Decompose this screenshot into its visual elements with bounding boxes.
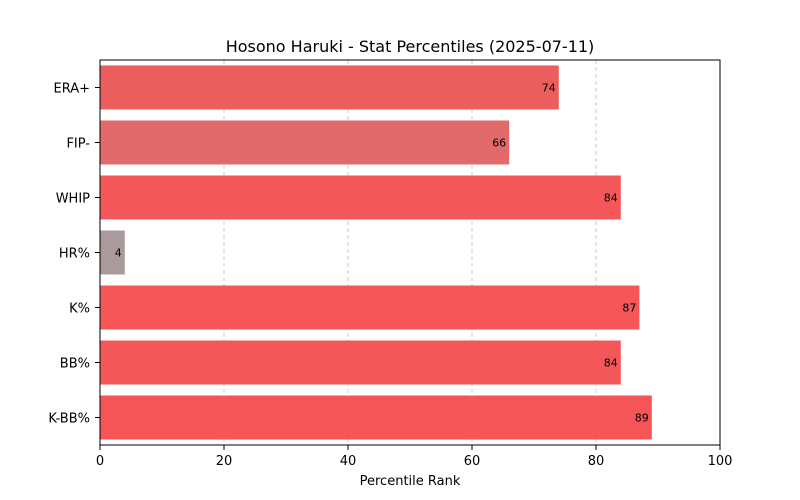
x-tick-label: 0 [96,454,104,469]
bars [100,65,652,440]
y-tick-label: FIP- [66,137,90,152]
data-label: 87 [622,302,636,315]
bar-whip [100,175,621,220]
data-labels: 74 66 84 4 87 84 89 [115,82,649,425]
x-axis-label: Percentile Rank [360,474,461,489]
y-tick-label: HR% [59,247,90,262]
y-tick-label: K-BB% [48,412,90,427]
x-tick-label: 80 [588,454,605,469]
data-label: 84 [604,357,618,370]
y-tick-label: K% [69,302,90,317]
bar-era- [100,65,559,110]
data-label: 84 [604,192,618,205]
x-tick-label: 60 [464,454,481,469]
bar-k- [100,285,640,330]
bar-k-bb- [100,395,652,440]
plot-frame [99,59,721,446]
data-label: 74 [542,82,556,95]
x-tick-label: 40 [340,454,357,469]
grid-lines [223,60,597,445]
data-label: 66 [492,137,506,150]
data-label: 89 [635,412,649,425]
bar-bb- [100,340,621,385]
y-tick-label: ERA+ [53,82,90,97]
y-tick-label: BB% [60,357,90,372]
bar-fip- [100,120,510,165]
y-tick-label: WHIP [56,192,90,207]
x-axis: 0 20 40 60 80 100 [96,445,733,469]
x-tick-label: 20 [216,454,233,469]
x-tick-label: 100 [708,454,733,469]
chart-title: Hosono Haruki - Stat Percentiles (2025-0… [226,37,595,56]
bar-hr- [100,230,125,275]
y-axis: ERA+ FIP- WHIP HR% K% BB% K-BB% [48,82,100,427]
data-label: 4 [115,247,122,260]
